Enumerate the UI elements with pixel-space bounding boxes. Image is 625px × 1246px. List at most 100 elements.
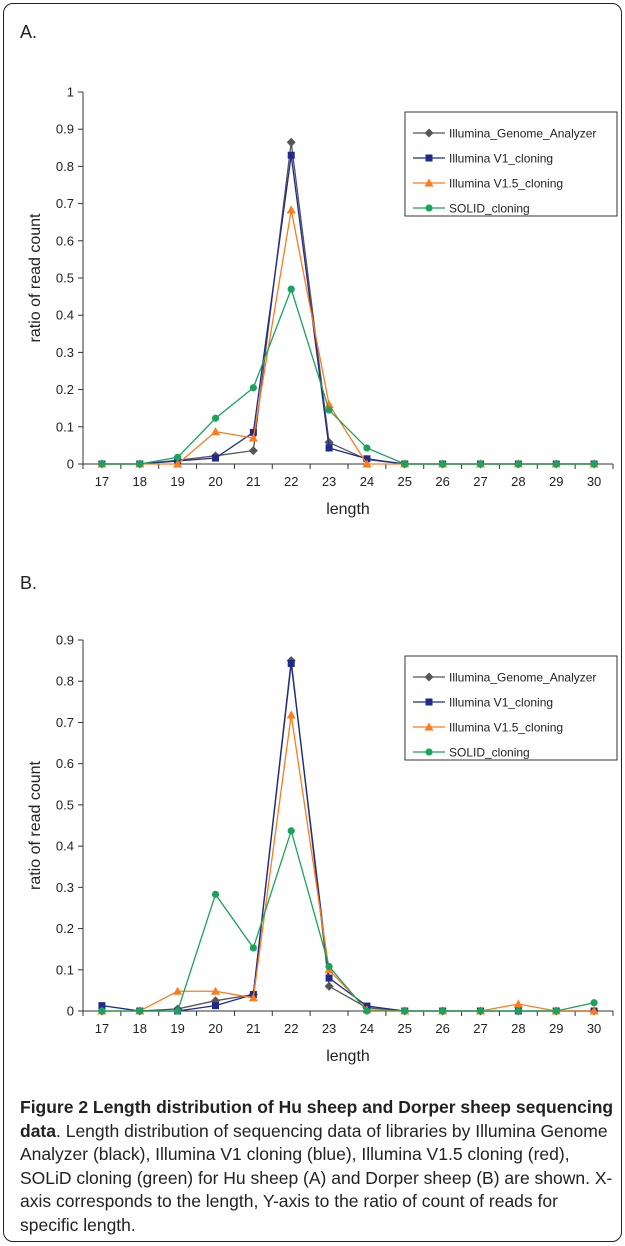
- y-tick-label: 0.9: [56, 633, 74, 648]
- x-tick-label: 23: [322, 1021, 336, 1036]
- data-point: [514, 1007, 522, 1015]
- data-point: [552, 1007, 560, 1015]
- legend-entry: Illumina_Genome_Analyzer: [449, 127, 596, 141]
- x-tick-label: 19: [170, 1021, 184, 1036]
- x-tick-label: 20: [208, 474, 222, 489]
- x-tick-label: 25: [398, 474, 412, 489]
- y-tick-label: 0.2: [56, 382, 74, 397]
- data-point: [287, 151, 295, 159]
- x-tick-label: 17: [95, 1021, 109, 1036]
- x-tick-label: 29: [549, 474, 563, 489]
- data-point: [211, 986, 220, 995]
- x-tick-label: 20: [208, 1021, 222, 1036]
- y-tick-label: 0.1: [56, 419, 74, 434]
- y-tick-label: 0.4: [56, 308, 74, 323]
- legend-entry: Illumina_Genome_Analyzer: [449, 671, 596, 685]
- data-point: [248, 993, 258, 1002]
- data-point: [589, 1006, 599, 1015]
- data-point: [476, 460, 485, 468]
- y-tick-label: 1: [67, 85, 74, 100]
- x-tick-label: 26: [435, 474, 449, 489]
- data-point: [476, 1007, 485, 1015]
- x-tick-label: 25: [398, 1021, 412, 1036]
- y-tick-label: 0.1: [56, 962, 74, 977]
- x-tick-label: 18: [133, 1021, 147, 1036]
- y-axis-label: ratio of read count: [27, 760, 44, 890]
- chart-a: 0 0.1 0.2 0.3 0.4 0.5 0.6 0.7 0.8 0.9 1 17 18 19 20 21 2…: [27, 85, 618, 518]
- data-point: [136, 460, 144, 468]
- legend-entry: Illumina V1.5_cloning: [449, 721, 563, 735]
- x-tick-label: 27: [473, 474, 487, 489]
- data-point: [286, 710, 296, 719]
- legend-marker: [424, 178, 434, 187]
- caption-title: Figure 2 Length distribution of Hu sheep…: [20, 1097, 614, 1141]
- x-tick-label: 23: [322, 474, 336, 489]
- data-point: [286, 205, 296, 214]
- data-point: [174, 1007, 182, 1015]
- y-axis-label: ratio of read count: [27, 213, 44, 343]
- x-tick-label: 27: [473, 1021, 487, 1036]
- data-point: [325, 962, 333, 971]
- y-tick-label: 0.2: [56, 921, 74, 936]
- legend-marker: [425, 204, 433, 212]
- data-point: [249, 428, 257, 436]
- data-point: [362, 459, 372, 468]
- x-tick-label: 26: [435, 1021, 449, 1036]
- data-point: [439, 1007, 447, 1015]
- legend-marker: [424, 672, 434, 682]
- x-axis-label: length: [326, 1048, 370, 1065]
- y-tick-label: 0: [67, 1004, 74, 1019]
- data-point: [173, 459, 183, 468]
- x-axis-label: length: [326, 501, 370, 518]
- data-point: [325, 974, 333, 982]
- data-point: [363, 444, 371, 452]
- data-point: [212, 1002, 219, 1010]
- y-tick-label: 0.6: [56, 756, 74, 771]
- x-tick-label: 21: [246, 474, 260, 489]
- data-point: [590, 999, 598, 1007]
- y-tick-label: 0.3: [56, 880, 74, 895]
- x-tick-label: 29: [549, 1021, 563, 1036]
- data-point: [174, 453, 182, 461]
- x-tick-label: 21: [246, 1021, 260, 1036]
- y-tick-label: 0.3: [56, 345, 74, 360]
- figure-frame: [3, 3, 622, 1242]
- x-tick-label: 24: [360, 1021, 374, 1036]
- chart-b: 0 0.1 0.2 0.3 0.4 0.5 0.6 0.7 0.8 0.9 17 18 19 20 21 22…: [27, 633, 618, 1065]
- data-point: [249, 384, 257, 392]
- x-tick-label: 22: [284, 1021, 298, 1036]
- x-tick-label: 30: [587, 1021, 601, 1036]
- y-tick-label: 0.8: [56, 674, 74, 689]
- data-point: [552, 460, 560, 468]
- y-tick-label: 0.7: [56, 196, 74, 211]
- data-point: [173, 986, 183, 995]
- series-line-4: [101, 287, 595, 465]
- x-tick-label: 24: [360, 474, 374, 489]
- panel-label-a: A.: [20, 22, 38, 42]
- data-point: [325, 406, 333, 414]
- y-tick-label: 0.5: [56, 797, 74, 812]
- legend-marker: [425, 748, 433, 756]
- data-point: [211, 414, 220, 422]
- legend-box: [404, 111, 618, 217]
- x-tick-label: 28: [511, 474, 525, 489]
- data-point: [401, 460, 409, 468]
- data-point: [324, 981, 334, 991]
- data-point: [212, 454, 219, 462]
- data-point: [98, 1002, 106, 1010]
- data-point: [325, 444, 333, 452]
- x-tick-label: 22: [284, 474, 298, 489]
- data-point: [439, 460, 447, 468]
- data-point: [513, 999, 523, 1008]
- data-point: [514, 460, 522, 468]
- data-point: [98, 460, 106, 468]
- caption-text: . Length distribution of sequencing data…: [20, 1120, 613, 1235]
- x-tick-label: 17: [95, 474, 109, 489]
- data-point: [324, 399, 334, 408]
- y-tick-label: 0: [67, 457, 74, 472]
- x-tick-label: 28: [511, 1021, 525, 1036]
- legend-entry: SOLID_cloning: [449, 746, 530, 760]
- figure-caption: Figure 2 Length distribution of Hu sheep…: [20, 1096, 615, 1237]
- y-tick-label: 0.9: [56, 122, 74, 137]
- data-point: [287, 659, 295, 667]
